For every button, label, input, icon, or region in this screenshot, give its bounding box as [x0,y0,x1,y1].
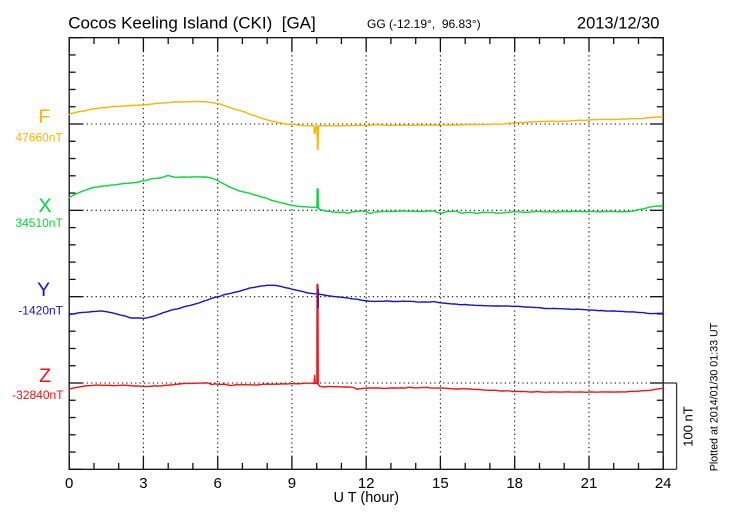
svg-text:3: 3 [139,475,147,492]
svg-text:47660nT: 47660nT [15,130,63,144]
svg-text:21: 21 [581,475,598,492]
svg-text:18: 18 [506,475,523,492]
svg-text:GG (-12.19°, 96.83°): GG (-12.19°, 96.83°) [367,17,481,31]
svg-text:-1420nT: -1420nT [18,303,63,317]
svg-text:34510nT: 34510nT [15,216,63,230]
svg-text:Z: Z [39,365,51,387]
svg-text:100 nT: 100 nT [681,406,696,447]
svg-text:Plotted at 2014/01/30 01:33 UT: Plotted at 2014/01/30 01:33 UT [708,322,720,471]
svg-text:12: 12 [358,475,375,492]
svg-text:-32840nT: -32840nT [12,388,64,402]
svg-text:Cocos Keeling Island (CKI) [G: Cocos Keeling Island (CKI) [GA] [68,14,316,33]
svg-text:X: X [38,195,51,217]
svg-text:9: 9 [288,475,296,492]
svg-text:15: 15 [432,475,449,492]
svg-text:F: F [38,106,50,128]
svg-text:0: 0 [65,475,73,492]
svg-text:2013/12/30: 2013/12/30 [577,15,660,33]
svg-text:Y: Y [37,279,50,301]
svg-text:24: 24 [655,475,672,492]
svg-text:6: 6 [214,475,222,492]
svg-text:U T (hour): U T (hour) [334,490,400,506]
